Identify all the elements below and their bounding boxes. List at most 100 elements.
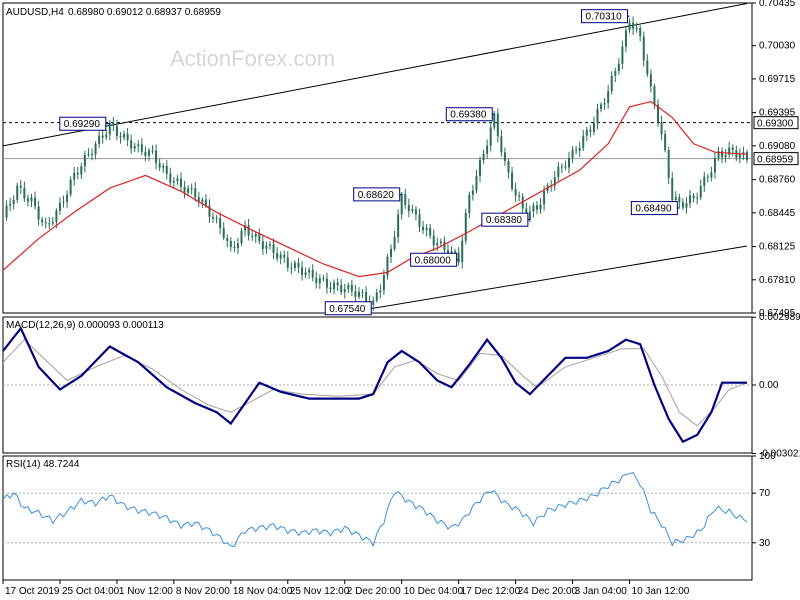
candle-body	[12, 199, 15, 205]
candle-body	[646, 60, 649, 75]
candle-body	[568, 157, 571, 168]
rsi-title: RSI(14) 48.7244	[6, 459, 80, 470]
macd-signal-line	[2, 338, 748, 427]
candle-body	[628, 22, 631, 31]
rsi-tick-label: 100	[759, 451, 776, 462]
candle-body	[151, 150, 154, 152]
candle-body	[699, 186, 702, 198]
candle-body	[105, 134, 108, 138]
candle-body	[617, 63, 620, 72]
candle-body	[140, 144, 143, 152]
x-tick-label: 18 Nov 04:00	[233, 586, 293, 597]
candle-body	[357, 291, 360, 297]
price-label: 0.68000	[415, 255, 452, 266]
candle-body	[34, 197, 37, 207]
candle-body	[713, 158, 716, 173]
candle-body	[187, 188, 190, 193]
candle-body	[728, 147, 731, 155]
candle-body	[219, 218, 222, 229]
candle-body	[404, 194, 407, 205]
candle-body	[493, 113, 496, 128]
candle-body	[244, 225, 247, 231]
candle-body	[657, 104, 660, 123]
candle-body	[55, 210, 58, 223]
candle-body	[486, 145, 489, 154]
candle-body	[439, 241, 442, 244]
candle-body	[343, 288, 346, 293]
candle-body	[482, 153, 485, 161]
candle-body	[183, 186, 186, 193]
candle-body	[19, 185, 22, 188]
candle-body	[475, 175, 478, 191]
candle-body	[674, 197, 677, 201]
x-tick-label: 1 Nov 12:00	[119, 586, 173, 597]
candle-body	[464, 213, 467, 241]
candle-body	[26, 198, 29, 202]
x-axis: 17 Oct 2019 25 Oct 04:00 1 Nov 12:00 8 Nov …	[2, 580, 690, 597]
price-label: 0.68490	[635, 204, 672, 215]
x-tick-label: 17 Oct 2019	[5, 586, 60, 597]
candle-body	[724, 154, 727, 158]
candle-body	[717, 151, 720, 159]
rsi-tick-label: 70	[759, 488, 771, 499]
candle-body	[400, 194, 403, 215]
candle-body	[560, 166, 563, 168]
macd-main-line	[2, 326, 747, 444]
candle-body	[169, 173, 172, 183]
candle-body	[664, 134, 667, 151]
candle-body	[308, 269, 311, 273]
candle-body	[87, 154, 90, 156]
candle-body	[418, 214, 421, 227]
rsi-line	[2, 471, 748, 548]
candle-body	[290, 267, 293, 269]
x-tick-label: 24 Dec 20:00	[518, 586, 578, 597]
candle-body	[283, 254, 286, 258]
price-tick-label: 0.70030	[759, 41, 796, 52]
panel-frame-price	[2, 2, 753, 314]
candle-body	[557, 166, 560, 178]
candle-body	[532, 205, 535, 212]
candle-body	[240, 230, 243, 244]
candle-body	[69, 179, 72, 195]
macd-tick-label: 0.00	[759, 380, 779, 391]
candle-body	[311, 269, 314, 278]
candle-body	[667, 150, 670, 179]
candle-body	[564, 166, 567, 168]
price-label: 0.69290	[64, 119, 101, 130]
candle-body	[98, 135, 101, 144]
candle-body	[108, 122, 111, 135]
candle-body	[158, 163, 161, 168]
candle-body	[62, 201, 65, 203]
candle-body	[66, 194, 69, 202]
candle-body	[315, 277, 318, 284]
candle-body	[365, 291, 368, 302]
candle-body	[325, 278, 328, 288]
candle-body	[507, 161, 510, 173]
candle-body	[649, 74, 652, 87]
candle-body	[48, 223, 51, 225]
candle-body	[126, 133, 129, 141]
price-label: 0.67540	[329, 304, 366, 315]
candle-body	[642, 36, 645, 61]
x-tick-label: 25 Nov 12:00	[290, 586, 350, 597]
price-tick-label: 0.68445	[759, 208, 796, 219]
candle-body	[432, 235, 435, 246]
candle-body	[333, 282, 336, 290]
candle-body	[511, 172, 514, 189]
candle-body	[76, 172, 79, 175]
price-tick-label: 0.69715	[759, 74, 796, 85]
chart-title: AUDUSD,H4	[6, 7, 64, 18]
candle-body	[731, 147, 734, 151]
candle-body	[621, 46, 624, 64]
candle-body	[610, 75, 613, 92]
candle-body	[123, 133, 126, 138]
candle-body	[379, 290, 382, 293]
candle-body	[592, 123, 595, 132]
candle-body	[247, 225, 250, 236]
candle-body	[115, 125, 118, 137]
macd-title: MACD(12,26,9) 0.000093 0.000113	[6, 320, 164, 331]
candle-body	[443, 241, 446, 251]
candle-body	[496, 113, 499, 137]
price-tick-label: 0.70435	[759, 0, 796, 9]
current-price-label: 0.68959	[757, 155, 794, 166]
